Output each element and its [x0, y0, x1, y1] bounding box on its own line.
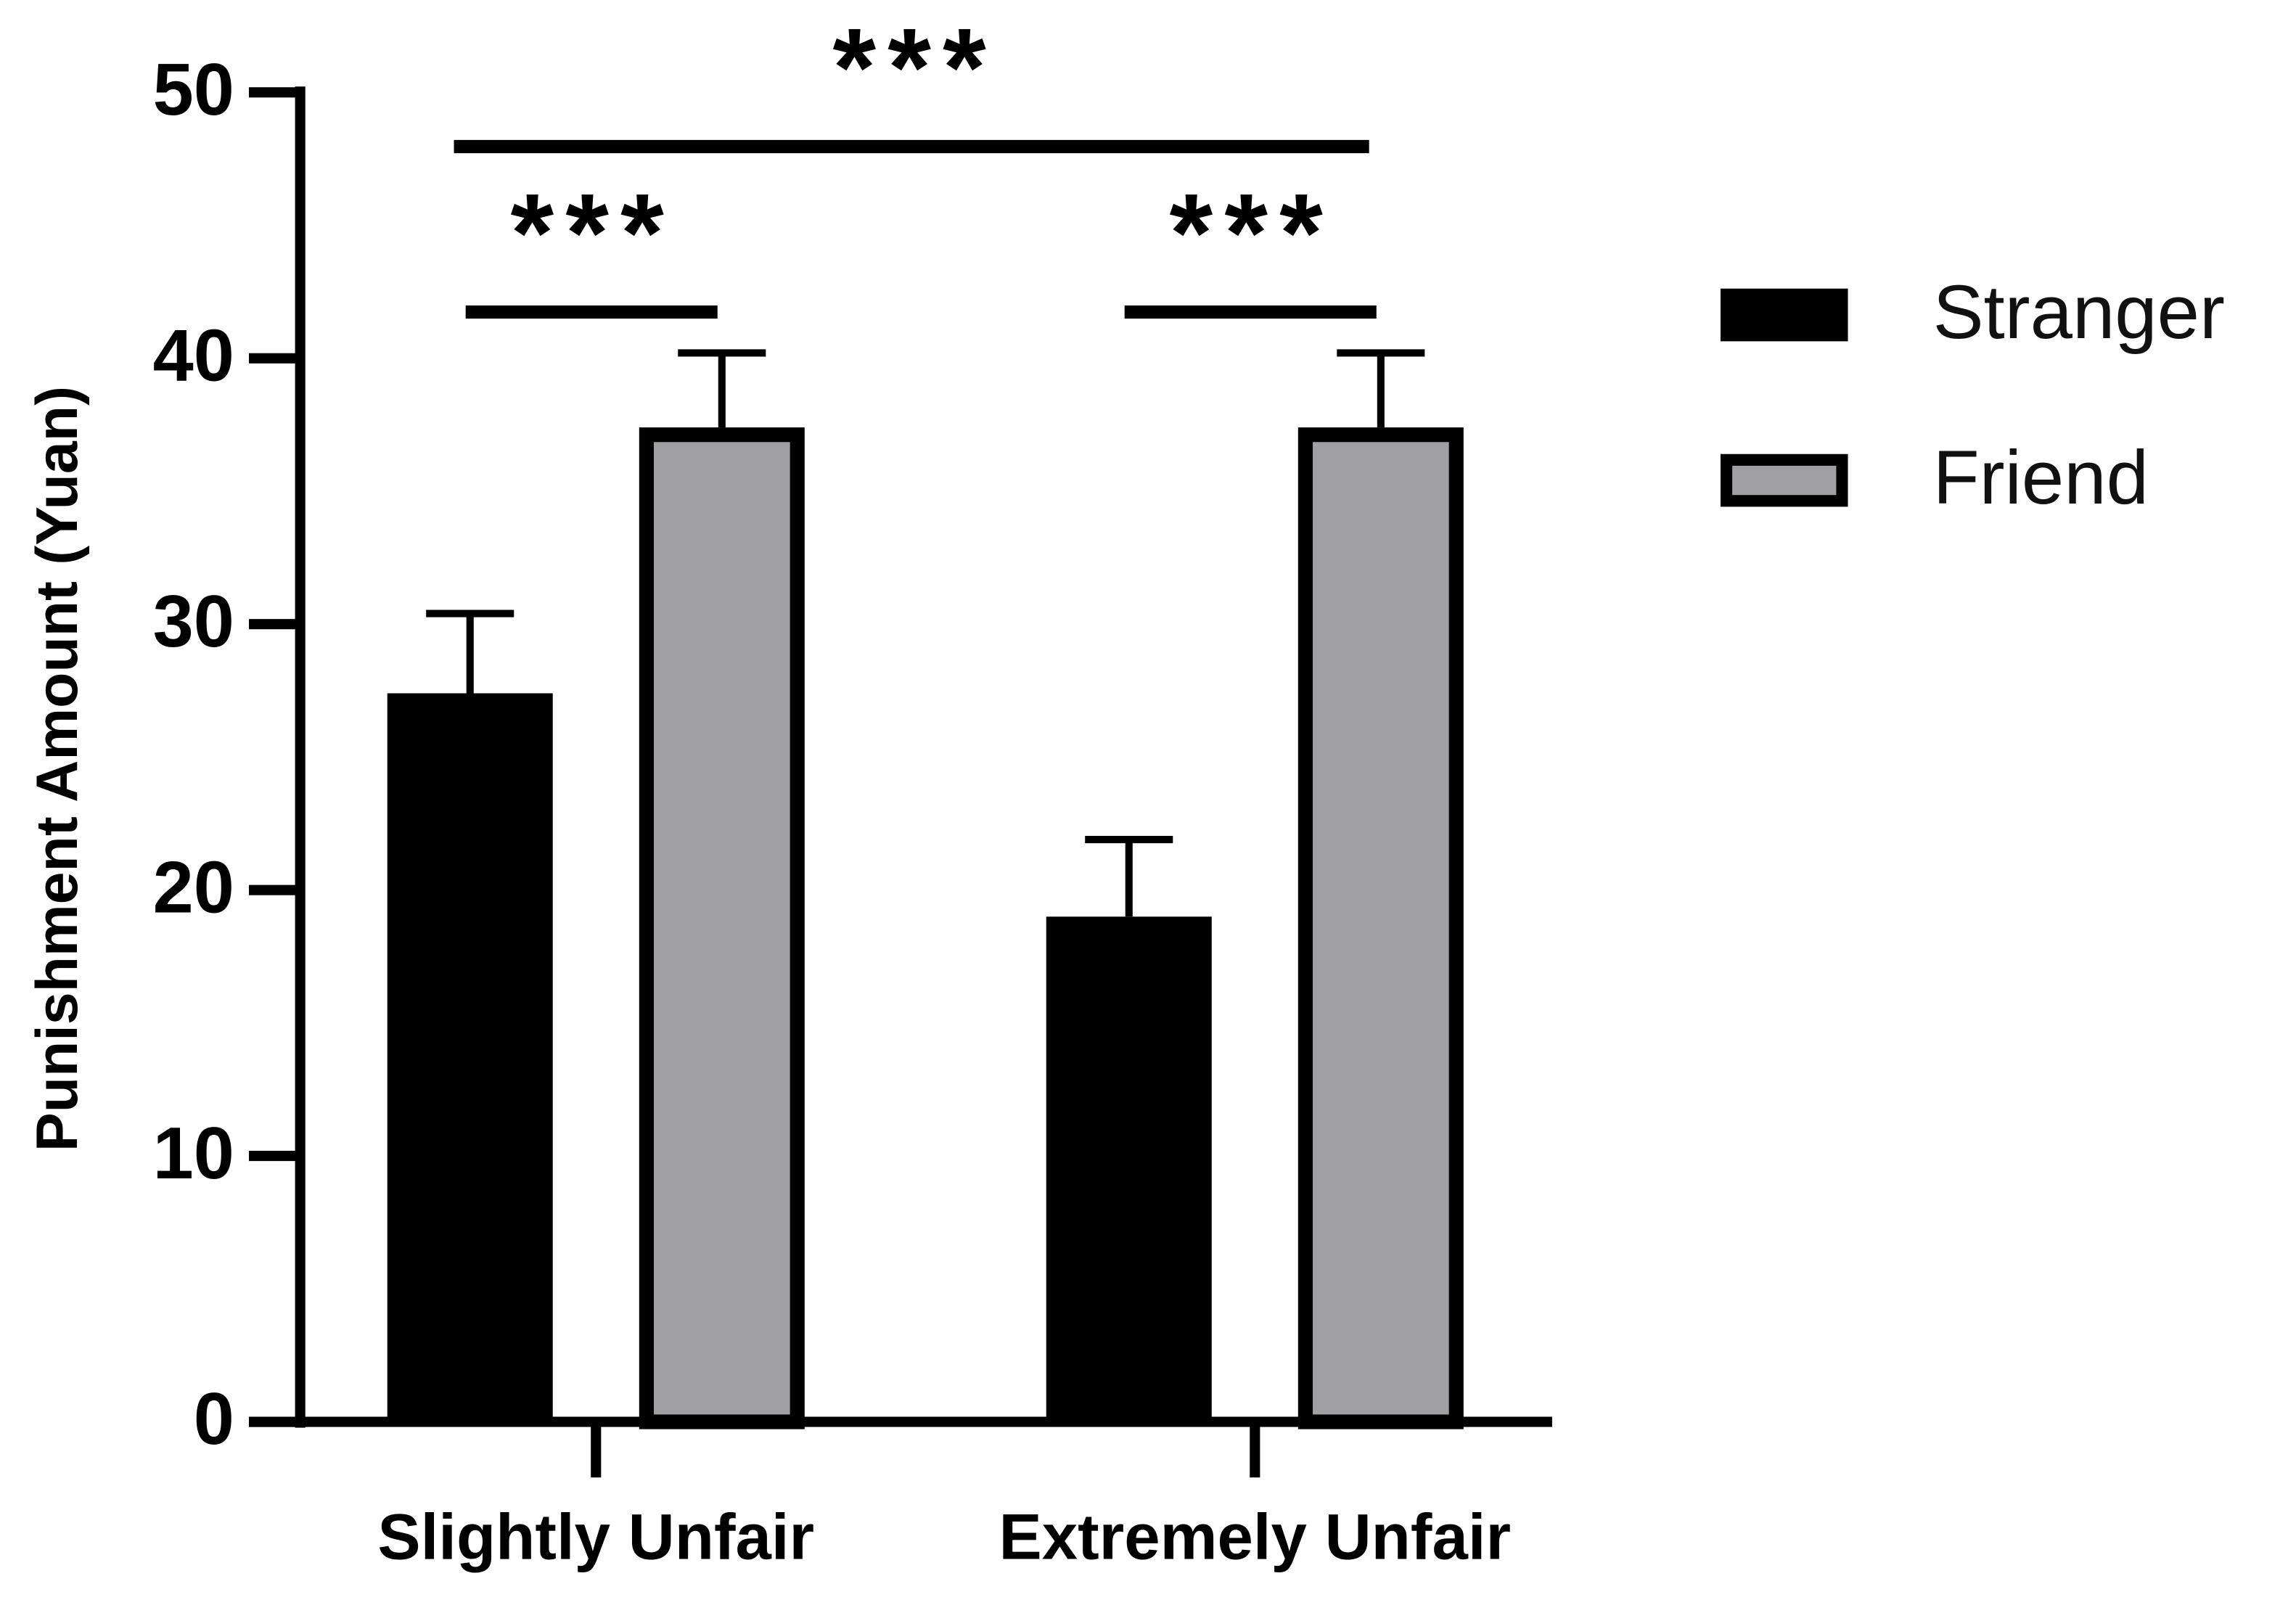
y-tick-label: 40	[153, 315, 234, 396]
bar	[1046, 916, 1212, 1422]
x-tick-label: Extremely Unfair	[999, 1501, 1512, 1572]
bar	[639, 427, 805, 1429]
bar	[387, 693, 553, 1422]
y-axis-label: Punishment Amount (Yuan)	[25, 386, 90, 1152]
legend-label: Friend	[1933, 435, 2149, 520]
y-tick-label: 50	[153, 49, 234, 131]
legend-label: Stranger	[1933, 270, 2225, 355]
y-tick-label: 10	[153, 1113, 234, 1194]
y-tick-label: 20	[153, 847, 234, 928]
x-tick-label: Slightly Unfair	[377, 1501, 814, 1572]
legend-swatch	[1720, 453, 1848, 507]
significance-label: ***	[1170, 171, 1334, 295]
y-tick-label: 0	[194, 1379, 234, 1460]
legend-swatch	[1720, 288, 1848, 342]
bar	[1297, 427, 1464, 1429]
y-tick-label: 30	[153, 581, 234, 662]
significance-label: ***	[832, 6, 997, 130]
significance-label: ***	[510, 171, 675, 295]
